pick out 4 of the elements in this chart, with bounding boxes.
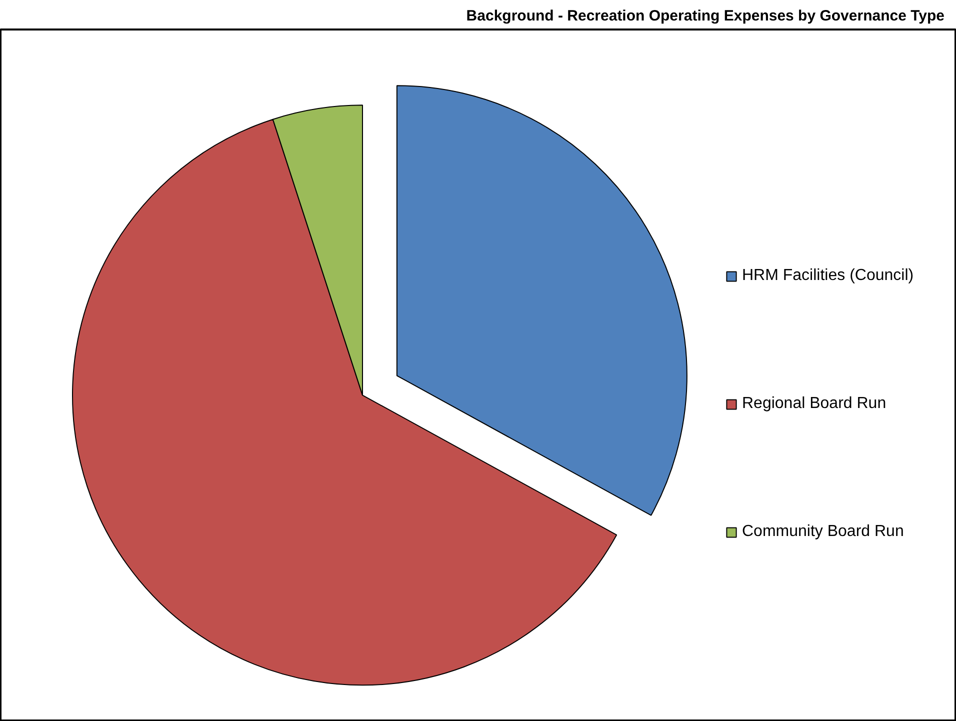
chart-title: Background - Recreation Operating Expenses by Governance Type <box>466 8 945 24</box>
legend-label: Community Board Run <box>742 523 904 541</box>
legend-label: Regional Board Run <box>742 395 886 413</box>
legend-label: HRM Facilities (Council) <box>742 267 914 285</box>
